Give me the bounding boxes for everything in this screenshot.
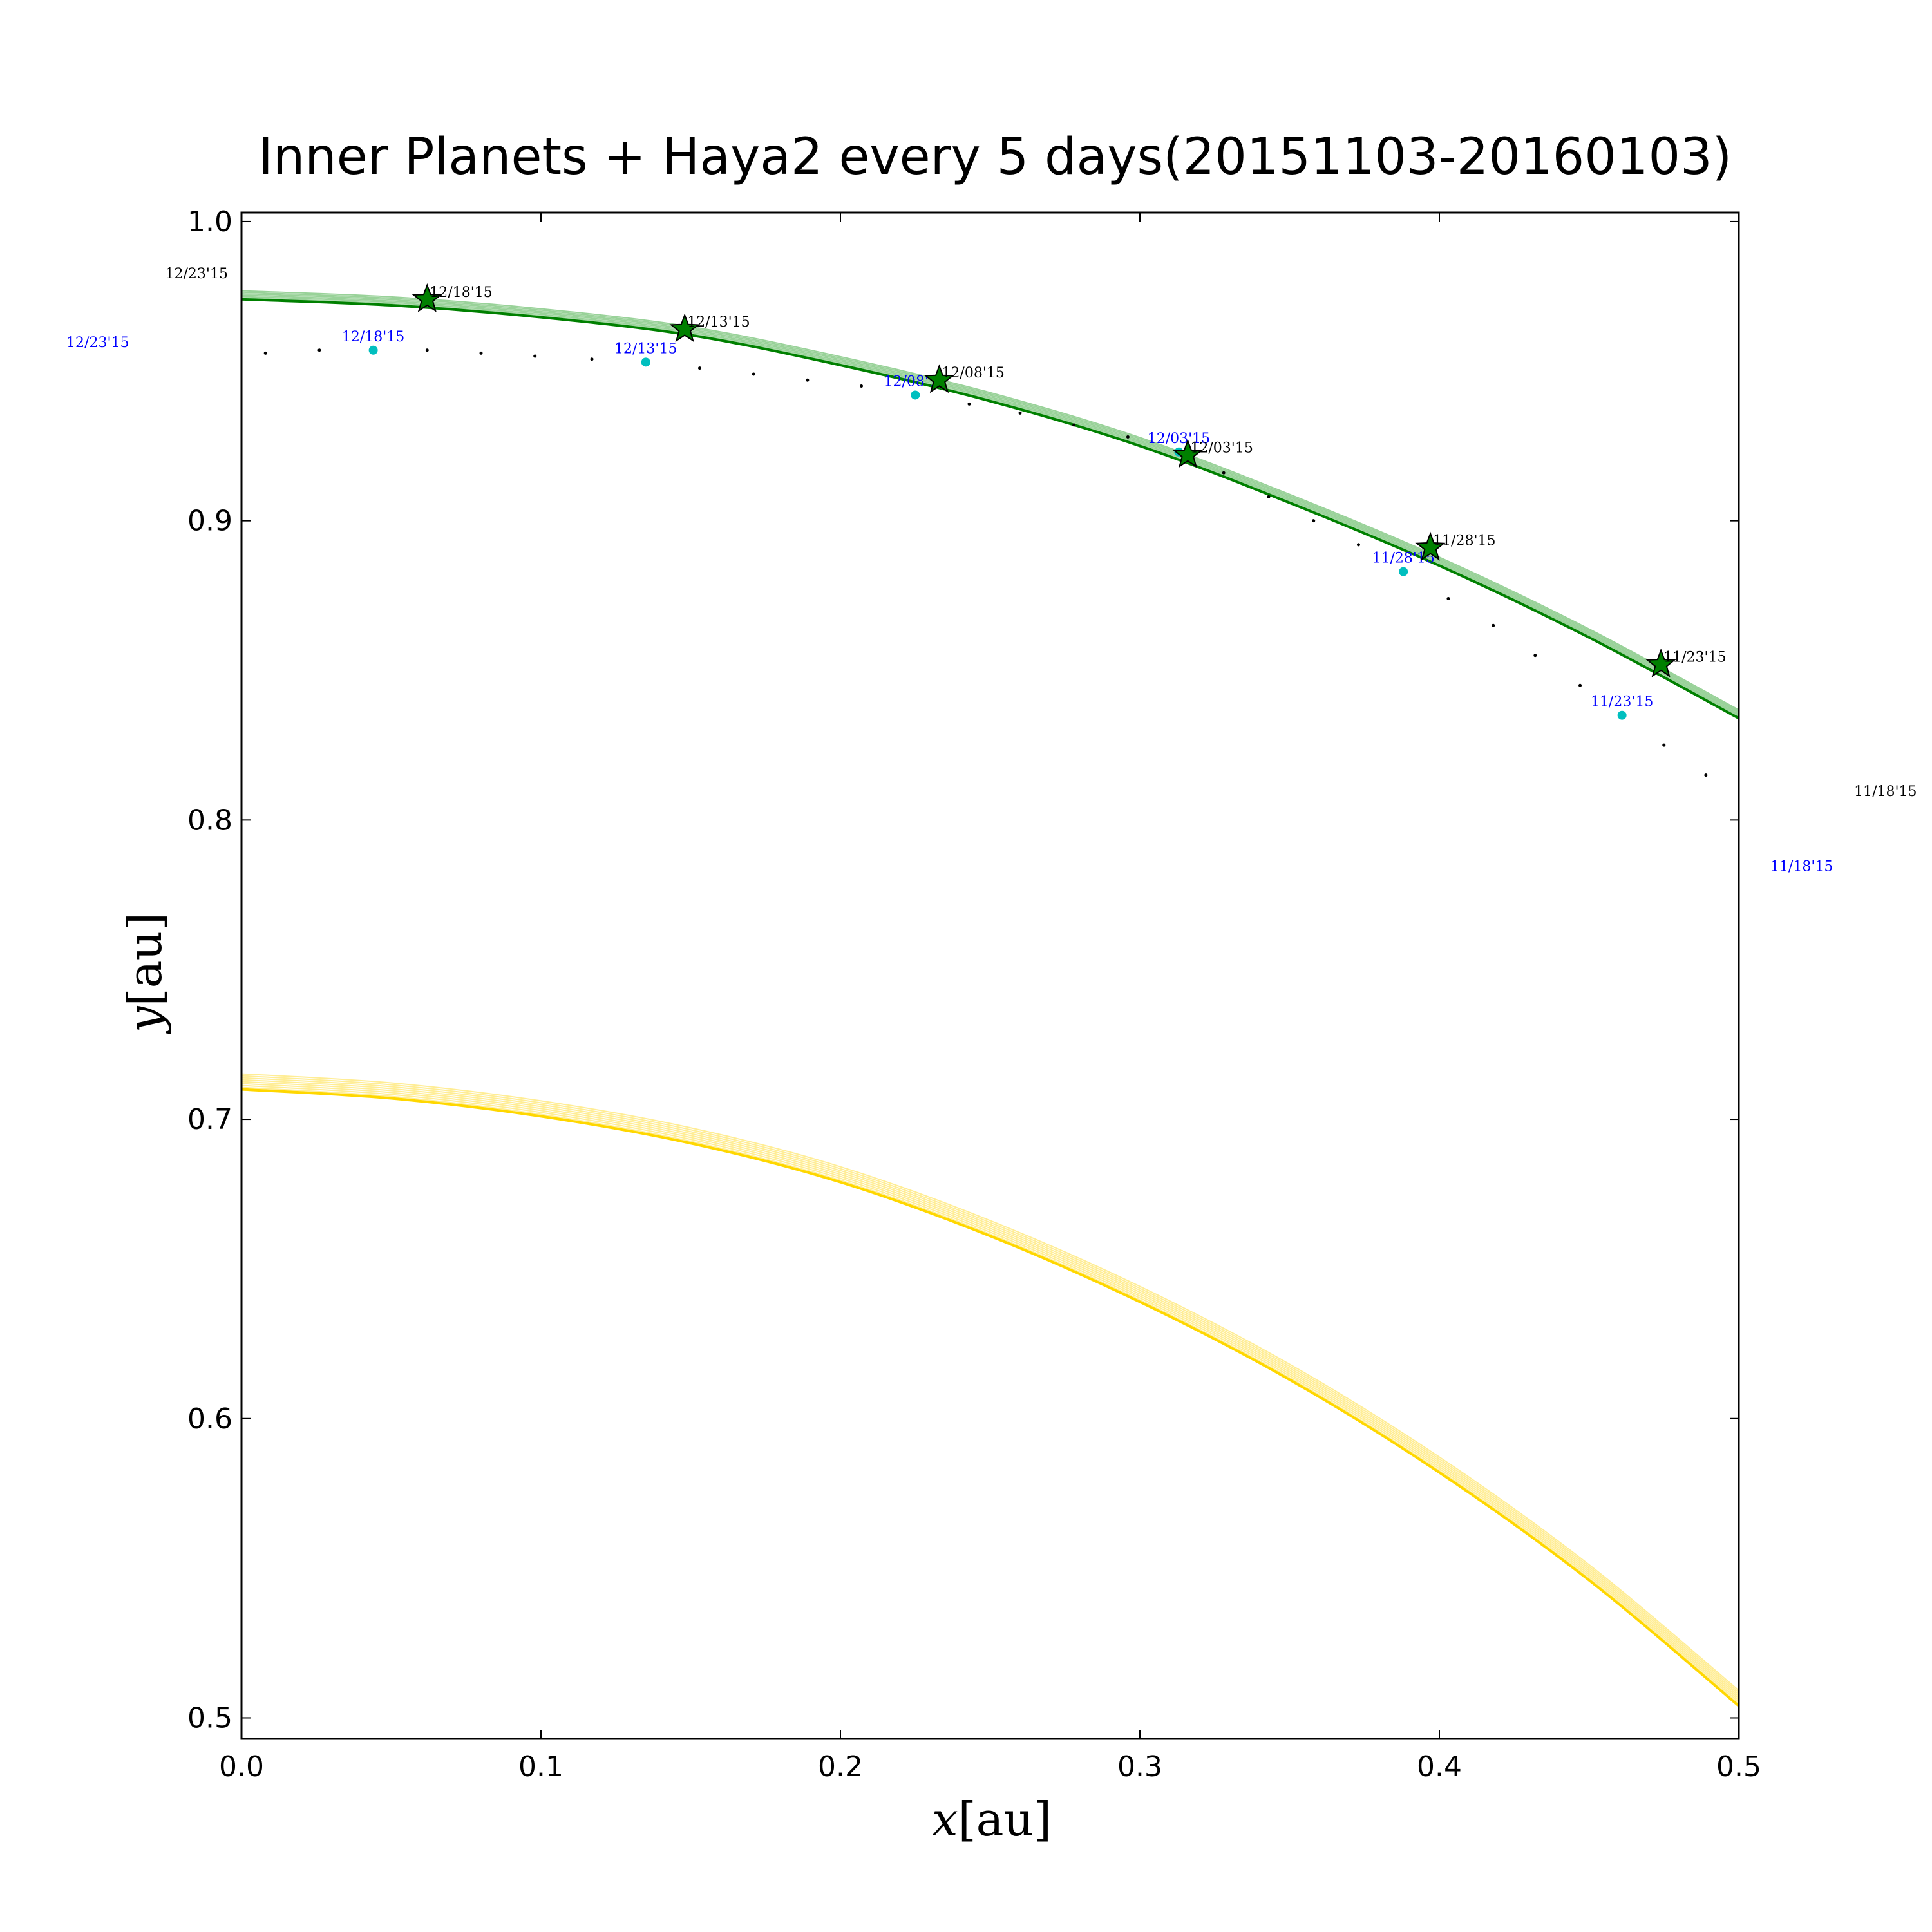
x-tick-label: 0.0	[219, 1750, 264, 1783]
earth-orbit-band	[242, 292, 1739, 714]
x-axis-label: x[au]	[932, 1792, 1052, 1846]
venus-orbit-band	[242, 1077, 1739, 1695]
outside-date-label: 12/23'15	[166, 266, 228, 282]
earth-orbit-line	[242, 298, 1739, 720]
x-tick-label: 0.3	[1117, 1750, 1162, 1783]
trajectory-dot	[1356, 543, 1360, 547]
venus-orbit-line	[242, 1088, 1739, 1707]
trajectory-dot	[860, 384, 864, 388]
plot-frame	[240, 211, 1740, 1740]
trajectory-dot	[1312, 519, 1316, 523]
hayabusa2-marker	[911, 390, 920, 400]
chart-title: Inner Planets + Haya2 every 5 days(20151…	[258, 128, 1732, 186]
trajectory-dot	[1018, 411, 1022, 415]
y-tick-label: 0.7	[187, 1103, 232, 1136]
trajectory-dot	[425, 348, 429, 352]
plot-area: 12/18'15 12/13'15 12/08'15 12/03'15 11/28'15…	[242, 283, 1739, 1707]
earth-date-label: 12/08'15	[942, 365, 1004, 381]
earth-star-marker	[1415, 531, 1446, 561]
earth-star-marker	[923, 364, 955, 393]
earth-orbit-band	[242, 294, 1739, 715]
trajectory-dot	[533, 354, 537, 358]
trajectory-dot	[697, 366, 701, 370]
trajectory-dot	[1267, 495, 1271, 498]
hayabusa2-trajectory	[263, 348, 1708, 777]
earth-date-label: 12/13'15	[687, 314, 750, 330]
outside-date-label: 11/18'15	[1854, 784, 1917, 800]
earth-star-marker	[1645, 648, 1676, 677]
y-tick-label: 1.0	[187, 205, 232, 238]
hayabusa2-date-label: 12/18'15	[342, 329, 404, 345]
y-tick-label: 0.5	[187, 1701, 232, 1734]
hayabusa2-positions: 12/18'15 12/13'15 12/08'15 12/03'15 11/28'15…	[342, 329, 1653, 720]
hayabusa2-date-label: 12/13'15	[614, 341, 677, 357]
x-tick-label: 0.5	[1716, 1750, 1761, 1783]
earth-date-label: 11/28'15	[1433, 533, 1495, 549]
x-axis-unit: [au]	[958, 1792, 1052, 1846]
earth-orbit-band	[242, 297, 1739, 718]
x-axis-variable: x	[932, 1792, 958, 1846]
earth-orbit-band	[242, 291, 1739, 712]
trajectory-dot	[1492, 623, 1495, 627]
trajectory-dot	[1072, 423, 1076, 427]
trajectory-dot	[1578, 683, 1582, 687]
trajectory-dot	[590, 357, 594, 361]
axes: 0.0 0.1 0.2 0.3 0.4 0.5 0.5 0.6 0.7 0.8 0.9 1.0	[187, 205, 1761, 1783]
trajectory-dot	[263, 351, 267, 355]
trajectory-dot	[1126, 435, 1130, 439]
trajectory-dot	[1222, 471, 1226, 475]
hayabusa2-marker	[368, 345, 378, 355]
trajectory-dot	[752, 372, 755, 376]
hayabusa2-date-label: 11/23'15	[1591, 694, 1653, 710]
earth-star-marker	[669, 313, 700, 343]
outside-date-labels: 12/23'15 12/23'15 11/18'15 11/18'15	[66, 266, 1917, 875]
y-axis-variable: y	[118, 1005, 172, 1034]
x-tick-label: 0.4	[1417, 1750, 1462, 1783]
trajectory-dot	[1704, 773, 1708, 777]
venus-orbit-band	[242, 1083, 1739, 1701]
earth-date-label: 12/03'15	[1190, 440, 1253, 456]
earth-orbit-band	[242, 290, 1739, 711]
x-tick-label: 0.1	[518, 1750, 564, 1783]
y-tick-label: 0.9	[187, 505, 232, 538]
hayabusa2-marker	[641, 357, 650, 367]
outside-date-label: 11/18'15	[1770, 858, 1833, 875]
trajectory-dot	[1662, 743, 1666, 747]
y-axis-unit: [au]	[118, 913, 172, 1006]
hayabusa2-date-label: 12/03'15	[1148, 431, 1210, 447]
earth-star-marker	[412, 283, 442, 312]
y-axis-label: y[au]	[118, 913, 172, 1034]
earth-orbit-band	[242, 296, 1739, 716]
trajectory-dot	[479, 351, 483, 355]
hayabusa2-marker	[1617, 710, 1627, 720]
venus-orbit-band	[242, 1086, 1739, 1705]
trajectory-dot	[1446, 596, 1450, 600]
earth-orbit	[242, 290, 1739, 720]
earth-star-marker	[1172, 439, 1203, 468]
trajectory-dot	[967, 402, 971, 406]
venus-orbit-band	[242, 1075, 1739, 1693]
venus-orbit-band	[242, 1084, 1739, 1703]
hayabusa2-marker	[1399, 567, 1408, 576]
venus-orbit-band	[242, 1081, 1739, 1699]
venus-orbit-band	[242, 1079, 1739, 1697]
x-tick-label: 0.2	[818, 1750, 863, 1783]
trajectory-dot	[806, 378, 810, 382]
trajectory-dot	[317, 348, 321, 352]
earth-date-label: 12/18'15	[430, 285, 492, 301]
venus-orbit-band	[242, 1073, 1739, 1691]
earth-positions: 12/18'15 12/13'15 12/08'15 12/03'15 11/28'15…	[412, 283, 1727, 677]
venus-orbit	[242, 1073, 1739, 1707]
earth-date-label: 11/23'15	[1663, 650, 1726, 666]
outside-date-label: 12/23'15	[66, 335, 129, 351]
trajectory-dot	[1533, 654, 1537, 658]
y-tick-label: 0.6	[187, 1403, 232, 1435]
y-tick-label: 0.8	[187, 804, 232, 837]
